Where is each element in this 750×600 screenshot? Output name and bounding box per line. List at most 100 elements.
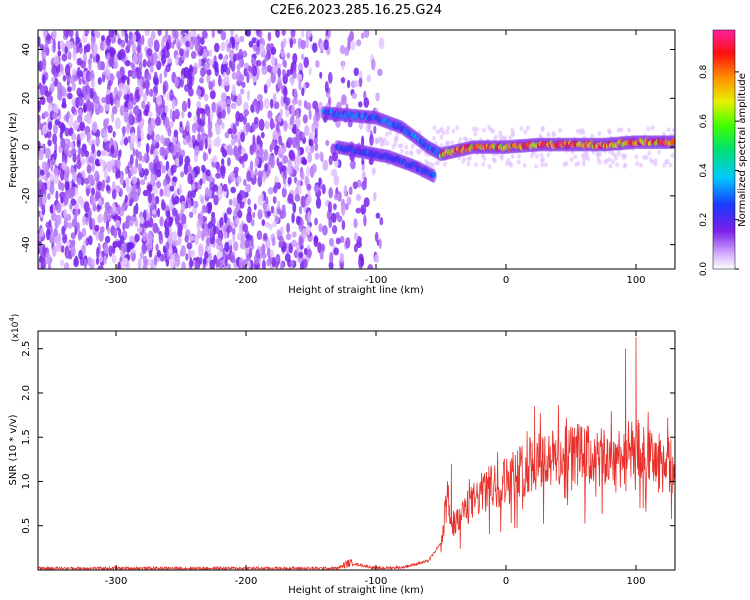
noise-cell: [162, 245, 166, 254]
noise-cell: [170, 165, 175, 176]
noise-cell: [47, 193, 51, 200]
noise-cell: [146, 48, 153, 57]
noise-cell: [578, 129, 583, 135]
noise-cell: [246, 170, 252, 182]
noise-cell: [378, 238, 382, 250]
noise-cell: [137, 258, 142, 269]
x-tick-label: 100: [626, 576, 645, 587]
noise-cell: [245, 183, 251, 193]
noise-cell: [187, 173, 193, 185]
noise-cell: [671, 127, 675, 133]
noise-cell: [297, 37, 302, 50]
noise-cell: [384, 132, 389, 137]
noise-cell: [230, 255, 236, 264]
noise-cell: [634, 154, 639, 160]
noise-cell: [223, 75, 230, 87]
noise-cell: [52, 112, 58, 120]
noise-cell: [167, 57, 172, 64]
noise-cell: [345, 203, 349, 211]
noise-cell: [95, 257, 100, 266]
noise-cell: [157, 30, 162, 36]
noise-cell: [363, 197, 370, 208]
noise-cell: [510, 127, 515, 133]
noise-cell: [235, 217, 240, 226]
noise-cell: [242, 258, 248, 269]
noise-cell: [45, 47, 50, 57]
noise-cell: [270, 72, 277, 84]
noise-cell: [188, 64, 193, 74]
colorbar-tick-label: 0.0: [699, 262, 709, 277]
noise-cell: [221, 224, 225, 231]
noise-cell: [150, 203, 155, 211]
noise-cell: [228, 198, 233, 206]
noise-cell: [286, 52, 291, 59]
noise-cell: [58, 180, 62, 191]
noise-cell: [230, 102, 237, 109]
noise-cell: [112, 131, 116, 138]
noise-cell: [141, 34, 145, 46]
noise-cell: [108, 30, 115, 38]
noise-cell: [199, 107, 205, 114]
noise-cell: [201, 164, 206, 173]
noise-cell: [47, 121, 53, 131]
noise-cell: [150, 173, 155, 186]
noise-cell: [581, 161, 586, 167]
noise-cell: [59, 40, 65, 49]
noise-cell: [277, 200, 281, 208]
noise-cell: [261, 65, 268, 76]
y-tick-label: -40: [21, 236, 32, 252]
noise-cell: [62, 75, 67, 82]
noise-cell: [90, 101, 94, 110]
noise-cell: [235, 70, 242, 83]
noise-cell: [198, 57, 202, 69]
noise-cell: [215, 172, 221, 179]
noise-cell: [297, 62, 304, 73]
y-tick-label: 1.0: [21, 474, 32, 490]
noise-cell: [298, 79, 302, 91]
noise-cell: [171, 231, 178, 242]
noise-cell: [231, 227, 236, 235]
noise-cell: [333, 203, 337, 211]
noise-cell: [131, 176, 138, 184]
noise-cell: [89, 216, 93, 228]
noise-cell: [155, 102, 159, 114]
noise-cell: [461, 159, 466, 164]
noise-cell: [222, 183, 228, 192]
noise-cell: [286, 165, 293, 176]
noise-cell: [179, 249, 184, 257]
noise-cell: [287, 193, 294, 204]
noise-cell: [246, 89, 250, 102]
noise-cell: [38, 165, 41, 178]
noise-cell: [247, 198, 251, 206]
noise-cell: [252, 211, 256, 219]
noise-cell: [117, 37, 122, 45]
noise-cell: [436, 160, 441, 166]
noise-cell: [38, 194, 43, 205]
noise-cell: [215, 136, 221, 148]
noise-cell: [268, 223, 273, 231]
snr-y-axis-label: SNR (10 * v/v): [8, 414, 19, 485]
noise-cell: [113, 228, 117, 239]
noise-cell: [366, 74, 372, 83]
noise-cell: [82, 215, 86, 226]
noise-cell: [173, 108, 180, 120]
noise-cell: [49, 173, 54, 183]
noise-cell: [141, 100, 146, 110]
noise-cell: [153, 40, 160, 52]
noise-cell: [228, 59, 232, 69]
noise-cell: [38, 120, 42, 130]
noise-cell: [67, 187, 74, 199]
noise-cell: [46, 34, 51, 41]
noise-cell: [196, 88, 202, 97]
noise-cell: [65, 112, 69, 123]
noise-cell: [297, 148, 301, 157]
noise-cell: [84, 30, 90, 35]
noise-cell: [83, 105, 88, 113]
noise-cell: [51, 76, 55, 83]
noise-cell: [53, 172, 59, 184]
noise-cell: [247, 260, 251, 269]
noise-cell: [197, 132, 201, 143]
noise-cell: [328, 187, 334, 199]
noise-cell: [93, 30, 98, 37]
noise-cell: [307, 151, 313, 164]
